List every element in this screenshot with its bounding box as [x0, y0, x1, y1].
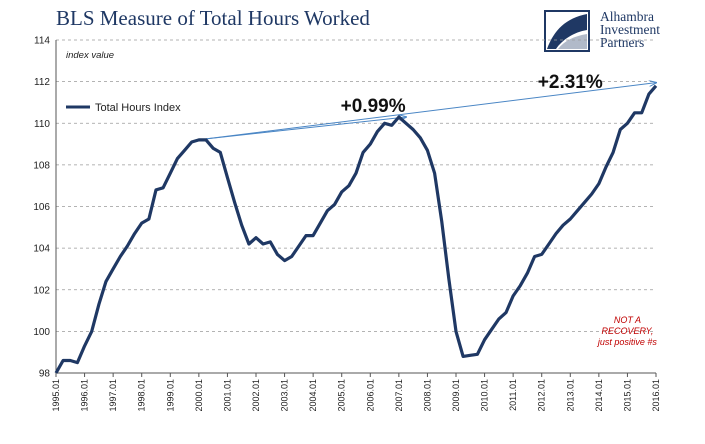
y-tick-label: 114: [34, 36, 50, 47]
series-line-total-hours-index: [54, 84, 658, 374]
y-tick-label: 112: [34, 77, 50, 88]
annotation-note-line: NOT A: [614, 315, 641, 325]
y-tick-label: 98: [39, 369, 51, 380]
annotation-arrow: [205, 117, 406, 140]
x-tick-label: 2016.01: [651, 379, 661, 412]
x-tick-label: 2004.01: [308, 379, 318, 412]
x-tick-label: 2013.01: [565, 379, 575, 412]
y-tick-label: 100: [33, 327, 50, 338]
x-tick-label: 2010.01: [480, 379, 490, 412]
alhambra-logo: Alhambra Investment Partners: [544, 10, 704, 54]
alhambra-logo-mark-icon: [544, 10, 590, 52]
y-tick-label: 108: [33, 160, 50, 171]
x-tick-label: 2002.01: [251, 379, 261, 412]
x-axis-ticks: 1995.01 1996.01 1997.01 1998.01 1999.01 2000.…: [51, 373, 661, 412]
x-tick-label: 1999.01: [165, 379, 175, 412]
x-tick-label: 1996.01: [80, 379, 90, 412]
chart-legend: Total Hours Index: [66, 102, 181, 114]
x-tick-label: 2015.01: [622, 379, 632, 412]
x-tick-label: 2012.01: [537, 379, 547, 412]
logo-line-1: Alhambra: [600, 9, 654, 24]
x-tick-label: 1997.01: [108, 379, 118, 412]
chart-title: BLS Measure of Total Hours Worked: [56, 6, 370, 30]
chart-axes: [55, 40, 656, 374]
annotation-note-line: just positive #s: [597, 337, 658, 347]
y-tick-label: 104: [33, 244, 50, 255]
annotation-arrows: [205, 83, 656, 140]
y-tick-label: 102: [33, 285, 50, 296]
x-tick-label: 2001.01: [222, 379, 232, 412]
annotation-label: +2.31%: [538, 72, 603, 93]
x-tick-label: 1995.01: [51, 379, 61, 412]
y-tick-label: 106: [33, 202, 50, 213]
x-tick-label: 2005.01: [337, 379, 347, 412]
x-tick-label: 2007.01: [394, 379, 404, 412]
alhambra-logo-text: Alhambra Investment Partners: [600, 9, 660, 50]
logo-line-3: Partners: [600, 35, 645, 50]
annotation-label: +0.99%: [341, 96, 406, 117]
x-tick-label: 2014.01: [594, 379, 604, 412]
x-tick-label: 1998.01: [137, 379, 147, 412]
x-tick-label: 2008.01: [422, 379, 432, 412]
logo-line-2: Investment: [600, 22, 660, 37]
y-axis-label: index value: [66, 50, 114, 61]
x-tick-label: 2000.01: [194, 379, 204, 412]
legend-label: Total Hours Index: [95, 102, 181, 114]
x-tick-label: 2006.01: [365, 379, 375, 412]
y-tick-label: 110: [34, 119, 50, 130]
annotation-arrow: [205, 83, 656, 140]
x-tick-label: 2009.01: [451, 379, 461, 412]
x-tick-label: 2011.01: [508, 379, 518, 411]
x-tick-label: 2003.01: [280, 379, 290, 412]
chart-grid: [56, 39, 656, 332]
annotation-note-line: RECOVERY,: [601, 326, 653, 336]
y-axis-ticks: 98 100 102 104 106 108 110 112 114: [33, 36, 50, 380]
